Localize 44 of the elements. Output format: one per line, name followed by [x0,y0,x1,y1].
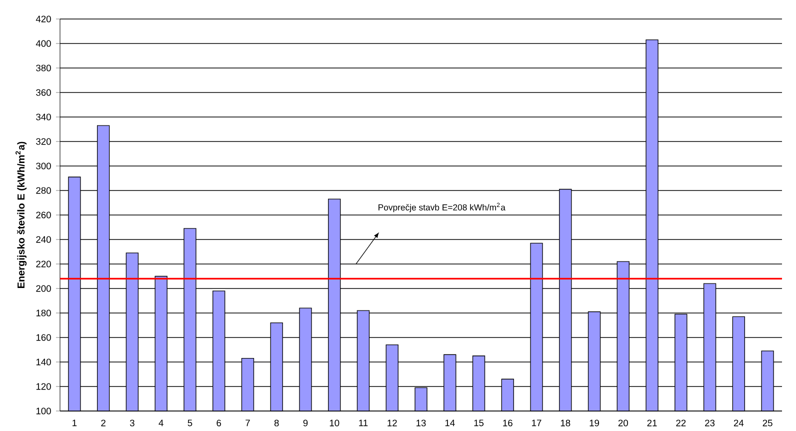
y-tick-label: 320 [36,138,51,145]
y-tick-label: 420 [36,16,51,22]
y-tick-label: 280 [36,187,51,194]
y-tick-label: 400 [36,40,51,47]
x-tick-label: 4 [158,420,164,426]
y-tick-label: 220 [36,260,51,268]
y-tick-label: 240 [36,236,51,243]
x-tick-label: 24 [734,420,744,426]
x-tick-label: 11 [359,420,368,426]
x-tick-label: 9 [303,420,308,426]
y-tick-label: 360 [36,89,51,96]
x-tick-label: 23 [705,420,715,426]
y-tick-label: 200 [36,285,51,292]
x-tick-label: 15 [474,420,484,426]
y-tick-label: 100 [36,408,51,414]
x-tick-label: 18 [560,420,570,426]
x-tick-label: 6 [216,420,222,426]
x-tick-label: 17 [532,420,542,426]
y-tick-label: 300 [36,162,51,170]
y-tick-label: 160 [36,334,51,341]
x-tick-label: 21 [647,420,657,426]
y-axis-title: Energijsko število E (kWh/m$^{2}$a) [16,142,27,288]
x-tick-label: 25 [762,420,772,426]
x-tick-label: 5 [188,420,192,426]
x-tick-label: 10 [330,420,340,426]
y-tick-label: 140 [36,358,51,366]
x-tick-label: 19 [590,420,600,426]
x-tick-label: 20 [618,420,628,426]
y-tick-label: 380 [36,64,51,72]
y-tick-label: 180 [36,310,51,316]
x-tick-label: 14 [445,420,455,426]
x-tick-label: 2 [101,420,106,426]
x-tick-label: 13 [416,420,426,426]
annotation: Povprečje stavb E=208 kWh/m$^{2}$a [378,202,506,212]
x-tick-label: 3 [130,420,134,426]
x-tick-label: 12 [388,420,397,426]
x-tick-label: 1 [72,420,77,426]
x-tick-label: 16 [503,420,512,426]
y-tick-label: 260 [36,212,51,218]
x-tick-label: 22 [676,420,686,426]
x-tick-label: 7 [246,420,250,426]
x-tick-label: 8 [274,420,279,426]
y-tick-label: 340 [36,114,51,120]
y-tick-label: 120 [36,383,51,390]
